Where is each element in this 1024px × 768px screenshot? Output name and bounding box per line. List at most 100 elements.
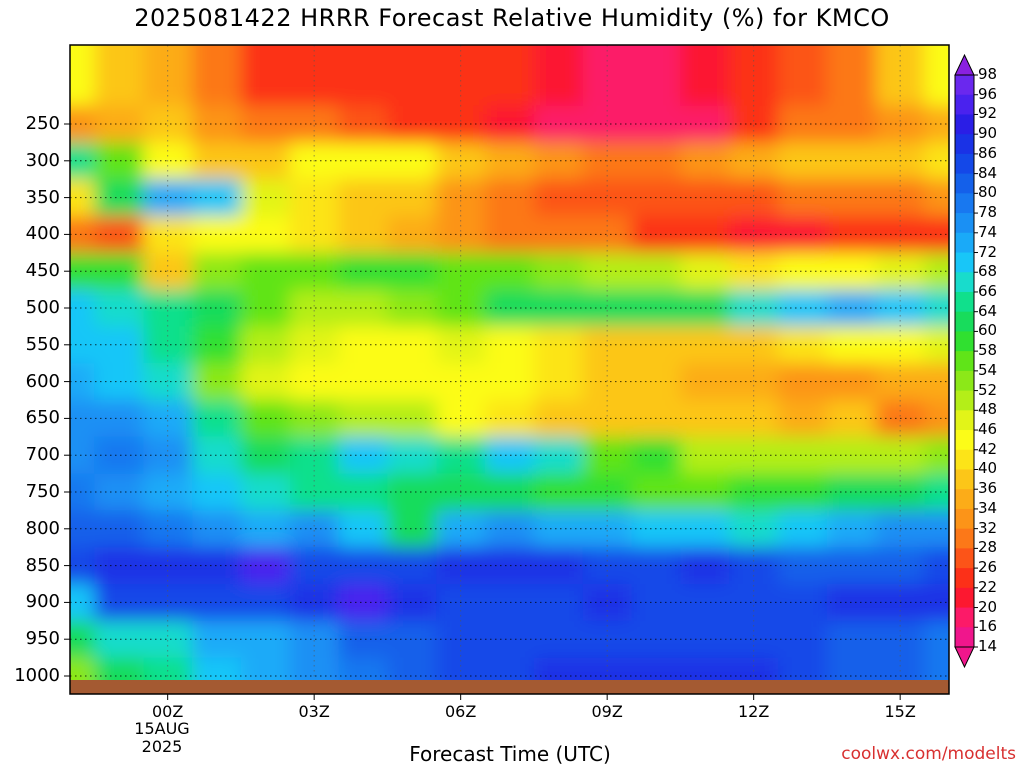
rh-cell	[729, 657, 779, 680]
rh-cell	[192, 584, 242, 622]
colorbar-swatch	[955, 568, 974, 589]
y-tick-label: 450	[25, 260, 60, 282]
colorbar-label: 34	[978, 498, 998, 517]
colorbar-swatch	[955, 153, 974, 175]
colorbar-label: 86	[978, 143, 998, 162]
rh-cell	[338, 473, 388, 511]
rh-cell	[924, 142, 949, 180]
rh-cell	[485, 510, 535, 548]
rh-cell	[533, 657, 584, 680]
rh-cell	[485, 105, 535, 143]
colorbar-label: 58	[978, 341, 998, 360]
rh-cell	[924, 510, 949, 548]
colorbar-swatch	[955, 232, 974, 254]
colorbar-swatch	[955, 291, 974, 313]
x-tick-label: 09Z	[591, 702, 623, 721]
rh-cell	[387, 363, 437, 401]
rh-cell	[485, 400, 535, 438]
rh-cell	[826, 216, 877, 254]
rh-cell	[924, 45, 949, 107]
rh-cell	[338, 289, 388, 327]
colorbar-swatch	[955, 193, 974, 214]
rh-cell	[338, 584, 388, 622]
rh-cell	[387, 45, 437, 107]
rh-cell	[826, 142, 877, 180]
rh-cell	[826, 473, 877, 511]
colorbar-swatch	[955, 94, 974, 116]
rh-cell	[924, 289, 949, 327]
y-tick-label: 300	[25, 149, 60, 171]
rh-cell	[338, 45, 388, 107]
rh-cell	[826, 620, 877, 659]
colorbar-swatch	[955, 587, 974, 609]
rh-cell	[582, 657, 633, 680]
x-axis-label: Forecast Time (UTC)	[409, 742, 611, 766]
x-date-label-day: 15AUG	[134, 719, 190, 738]
rh-cell	[338, 657, 388, 680]
rh-cell	[338, 547, 388, 585]
rh-cell	[192, 620, 242, 659]
rh-cell	[826, 363, 877, 401]
rh-cell	[387, 216, 437, 254]
x-date-label-year: 2025	[141, 737, 183, 756]
rh-cell	[826, 252, 877, 291]
rh-cell	[192, 45, 242, 107]
rh-cell	[826, 436, 877, 475]
colorbar-swatch	[955, 370, 974, 392]
y-tick-label: 900	[25, 591, 60, 613]
colorbar-frame	[954, 74, 975, 648]
rh-cell	[924, 473, 949, 511]
grid-lines	[70, 45, 949, 680]
rh-cell	[485, 436, 535, 475]
colorbar-label: 66	[978, 281, 998, 300]
rh-cell	[338, 620, 388, 659]
rh-cell	[485, 216, 535, 254]
colorbar-label: 16	[978, 617, 998, 636]
rh-cell	[485, 657, 535, 680]
colorbar-label: 32	[978, 518, 998, 537]
rh-cell	[192, 657, 242, 680]
rh-cell	[192, 179, 242, 217]
y-tick-label: 350	[25, 186, 60, 208]
colorbar-label: 68	[978, 262, 998, 281]
colorbar-swatch	[955, 528, 974, 549]
colorbar-label: 78	[978, 203, 998, 222]
colorbar-label: 60	[978, 321, 998, 340]
rh-cell	[192, 142, 242, 180]
rh-cell	[240, 657, 291, 680]
y-tick-label: 850	[25, 554, 60, 576]
colorbar-swatch	[955, 489, 974, 510]
rh-cell	[94, 45, 144, 107]
rh-cell	[192, 510, 242, 548]
rh-cell	[533, 45, 584, 107]
colorbar-label: 74	[978, 222, 998, 241]
rh-cell	[192, 252, 242, 291]
rh-cell	[387, 547, 437, 585]
rh-cell	[485, 252, 535, 291]
rh-cell	[338, 363, 388, 401]
colorbar-swatch	[955, 607, 974, 628]
rh-cell	[778, 657, 828, 680]
rh-cell	[631, 657, 681, 680]
colorbar-label: 28	[978, 538, 998, 557]
colorbar-label: 64	[978, 301, 998, 320]
y-tick-label: 500	[25, 297, 60, 318]
source-credit[interactable]: coolwx.com/modelts	[841, 744, 1016, 764]
colorbar-swatch	[955, 548, 974, 569]
rh-cell	[924, 400, 949, 438]
rh-cell	[192, 436, 242, 475]
rh-cell	[338, 216, 388, 254]
rh-cell	[826, 326, 877, 364]
rh-cell	[94, 657, 144, 680]
rh-cell	[192, 216, 242, 254]
rh-cell	[826, 105, 877, 143]
rh-cell	[485, 289, 535, 327]
rh-cell	[289, 216, 340, 254]
colorbar-swatch	[955, 75, 974, 96]
colorbar-label: 72	[978, 242, 998, 261]
colorbar-label: 96	[978, 84, 998, 103]
rh-cell	[485, 620, 535, 659]
rh-cell	[338, 179, 388, 217]
ground-strip	[70, 680, 949, 694]
